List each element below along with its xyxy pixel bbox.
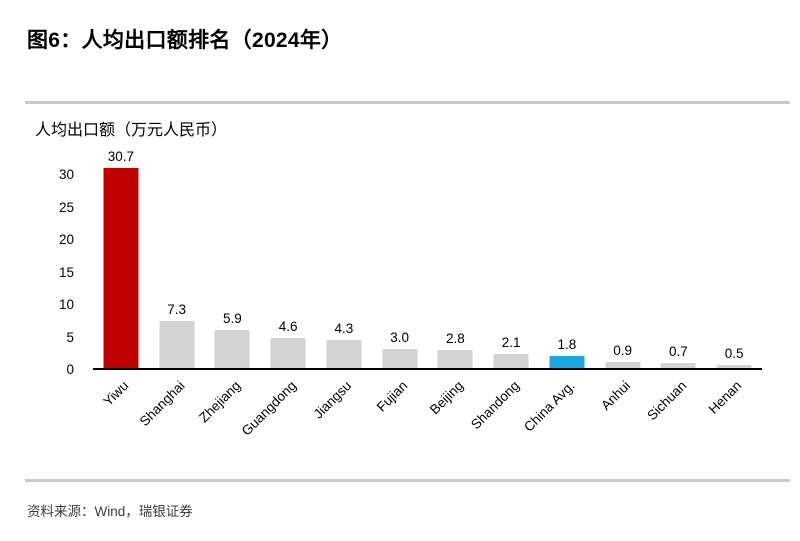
y-axis-title: 人均出口额（万元人民币）	[35, 122, 228, 139]
bar-value-label-guangdong: 4.6	[278, 319, 298, 335]
bar-column-zhejiang: 5.9 Zhejiang	[196, 170, 261, 425]
bar-value-label-shanghai: 7.3	[167, 301, 187, 317]
x-axis-label-fujian: Fujian	[373, 378, 411, 415]
y-axis-tick-label: 10	[58, 297, 74, 312]
x-axis-label-beijing: Beijing	[426, 378, 466, 418]
x-axis-label-guangdong: Guangdong	[238, 378, 299, 439]
plot-area: 30.7 Yiwu 7.3 Shanghai 5.9 Zhejiang 4.6 Guangdo…	[93, 149, 762, 439]
bar-value-label-shandong: 2.1	[501, 335, 521, 351]
bar-value-label-sichuan: 0.7	[668, 344, 688, 360]
bar-anhui	[605, 362, 641, 368]
bar-value-label-china-avg: 1.8	[557, 337, 577, 353]
x-axis-label-henan: Henan	[705, 378, 745, 417]
bar-fujian	[382, 348, 418, 368]
bar-column-fujian: 3.0 Fujian	[372, 170, 428, 415]
bar-column-shanghai: 7.3 Shanghai	[136, 170, 205, 429]
bar-shandong	[493, 354, 529, 368]
bar-column-guangdong: 4.6 Guangdong	[238, 170, 316, 439]
y-axis-tick-label: 0	[66, 362, 74, 377]
bar-sichuan	[660, 363, 696, 368]
bar-guangdong	[270, 338, 306, 368]
bar-value-label-fujian: 3.0	[390, 329, 410, 345]
figure-title: 图6：人均出口额排名（2024年）	[27, 29, 343, 52]
bar-value-label-yiwu: 30.7	[107, 149, 135, 165]
top-divider	[25, 101, 790, 104]
bar-beijing	[437, 349, 473, 368]
x-axis-label-shandong: Shandong	[467, 378, 522, 433]
y-axis-ticks: 0 5 10 15 20 25 30	[0, 167, 74, 377]
x-axis-label-shanghai: Shanghai	[136, 378, 188, 429]
y-axis-tick-label: 20	[58, 232, 74, 247]
bar-value-label-anhui: 0.9	[613, 343, 633, 359]
bar-china-avg	[549, 356, 585, 368]
bar-zhejiang	[214, 329, 250, 368]
source-note: 资料来源：Wind，瑞银证券	[27, 504, 193, 519]
bar-column-beijing: 2.8 Beijing	[427, 170, 484, 417]
bar-column-jiangsu: 4.3 Jiangsu	[311, 170, 372, 422]
y-axis-tick-label: 25	[58, 199, 74, 215]
x-axis-label-china-avg: China Avg.	[520, 378, 578, 435]
bar-value-label-beijing: 2.8	[445, 330, 465, 346]
y-axis-tick-label: 15	[58, 264, 74, 280]
bar-shanghai	[159, 320, 195, 368]
bar-value-label-jiangsu: 4.3	[334, 321, 354, 337]
x-axis-label-jiangsu: Jiangsu	[310, 378, 355, 422]
bar-column-china-avg: 1.8 China Avg.	[521, 170, 595, 435]
x-axis-label-yiwu: Yiwu	[100, 378, 132, 409]
bar-value-label-zhejiang: 5.9	[222, 310, 242, 326]
y-axis-tick-label: 30	[58, 167, 74, 182]
y-axis-tick-label: 5	[66, 329, 74, 345]
bar-column-henan: 0.5 Henan	[706, 170, 762, 417]
x-axis-label-zhejiang: Zhejiang	[195, 378, 243, 426]
bar-column-sichuan: 0.7 Sichuan	[644, 170, 707, 423]
bar-yiwu	[103, 168, 139, 368]
bar-column-anhui: 0.9 Anhui	[595, 170, 651, 413]
bottom-divider	[25, 479, 790, 482]
x-axis-label-sichuan: Sichuan	[643, 378, 689, 424]
bar-jiangsu	[326, 340, 362, 368]
bar-value-label-henan: 0.5	[724, 345, 744, 361]
x-axis-label-anhui: Anhui	[598, 378, 634, 414]
bar-column-yiwu: 30.7 Yiwu	[93, 149, 149, 409]
bar-henan	[716, 364, 752, 368]
bar-column-shandong: 2.1 Shandong	[468, 170, 539, 432]
